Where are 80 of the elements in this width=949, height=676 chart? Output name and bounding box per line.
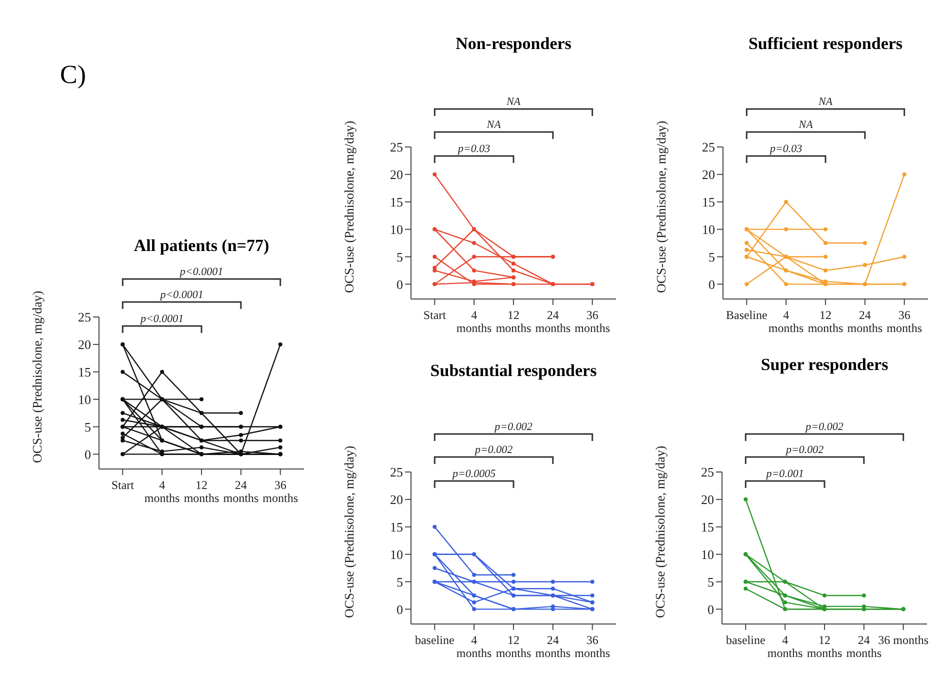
chart-title: Super responders <box>760 355 890 375</box>
y-tick-label: 0 <box>396 276 403 292</box>
annotation: p<0.0001 <box>139 313 184 325</box>
y-tick-label: 15 <box>390 194 403 210</box>
x-tick-label: 24 months <box>535 308 571 335</box>
y-tick-label: 5 <box>708 574 714 590</box>
y-axis-title: OCS-use (Prednisolone, mg/day) <box>342 120 357 293</box>
y-axis-title: OCS-use (Prednisolone, mg/day) <box>342 446 357 618</box>
y-tick-label: 0 <box>84 446 91 462</box>
text: NA <box>798 119 814 131</box>
y-tick-label: 25 <box>390 464 403 480</box>
y-tick-label: 20 <box>701 492 714 508</box>
x-tick-label: 36 months <box>886 308 922 335</box>
x-tick-label: baseline <box>414 633 454 647</box>
y-tick-label: 20 <box>390 167 403 182</box>
y-tick-label: 15 <box>701 519 714 534</box>
y-tick-label: 10 <box>701 546 714 562</box>
y-tick-label: 25 <box>702 140 715 155</box>
text: p=0.002 <box>804 421 844 433</box>
x-tick-label: 4 months <box>767 633 804 660</box>
y-tick-label: 20 <box>390 492 403 508</box>
y-tick-label: 25 <box>78 310 91 325</box>
y-axis-title: OCS-use (Prednisolone, mg/day) <box>652 446 668 618</box>
text: NA <box>817 96 833 108</box>
text: p<0.0001 <box>178 266 224 278</box>
text: p=0.002 <box>494 421 533 433</box>
annotation: p=0.001 <box>765 468 804 480</box>
text: NA <box>505 96 521 108</box>
x-tick-label: Start <box>423 308 447 322</box>
y-tick-label: 10 <box>702 222 715 237</box>
y-tick-label: 15 <box>78 364 91 380</box>
x-tick-label: 24 months <box>535 633 571 660</box>
x-tick-label: 36 months <box>262 478 298 505</box>
y-tick-label: 5 <box>84 419 91 434</box>
x-tick-label: 12 months <box>184 478 220 505</box>
chart-title: Substantial responders <box>429 361 598 381</box>
y-tick-label: 0 <box>708 276 715 292</box>
y-tick-label: 10 <box>390 222 403 237</box>
x-tick-label: 4 months <box>456 308 492 335</box>
x-tick-label: Start <box>111 478 135 492</box>
y-tick-label: 25 <box>390 140 403 155</box>
y-tick-label: 5 <box>708 249 715 264</box>
x-tick-label: 12 months <box>496 633 532 660</box>
text: p=0.002 <box>474 444 514 456</box>
text: NA <box>486 119 502 131</box>
y-axis-title: OCS-use (Prednisolone, mg/day) <box>30 290 45 463</box>
y-axis-title: OCS-use (Prednisolone, mg/day) <box>654 120 669 293</box>
x-tick-label: 24 months <box>847 308 883 335</box>
chart-title: All patients (n=77) <box>134 236 270 255</box>
x-tick-label: 12 months <box>806 633 842 660</box>
x-tick-label: 24 months <box>223 478 259 505</box>
annotation: p=0.03 <box>456 143 491 155</box>
text: p=0.002 <box>784 444 824 456</box>
y-tick-label: 5 <box>396 574 403 590</box>
chart-title: Sufficient responders <box>747 34 904 54</box>
x-tick-label: 36 months <box>878 633 929 647</box>
x-tick-label: 36 months <box>574 633 610 660</box>
y-tick-label: 15 <box>390 519 403 534</box>
annotation: p=0.03 <box>768 143 803 155</box>
text: p<0.0001 <box>159 289 204 301</box>
x-tick-label: 4 months <box>456 633 492 660</box>
x-tick-label: Baseline <box>726 308 768 322</box>
x-tick-label: 12 months <box>808 308 844 335</box>
y-tick-label: 5 <box>396 249 403 264</box>
y-tick-label: 10 <box>78 392 91 407</box>
y-tick-label: 15 <box>702 194 715 210</box>
y-tick-label: 25 <box>701 464 714 480</box>
y-tick-label: 20 <box>702 167 715 182</box>
y-tick-label: 10 <box>390 546 403 562</box>
x-tick-label: baseline <box>726 633 766 647</box>
x-tick-label: 4 months <box>144 478 180 505</box>
y-tick-label: 0 <box>708 602 714 617</box>
x-tick-label: 36 months <box>574 308 610 335</box>
x-tick-label: 12 months <box>496 308 532 335</box>
chart-title: Non-responders <box>454 34 572 54</box>
y-tick-label: 0 <box>396 602 403 617</box>
x-tick-label: 4 months <box>768 308 804 335</box>
chart-subtitle: C) <box>60 60 86 90</box>
y-tick-label: 20 <box>78 337 91 352</box>
annotation: p=0.0005 <box>451 468 496 480</box>
